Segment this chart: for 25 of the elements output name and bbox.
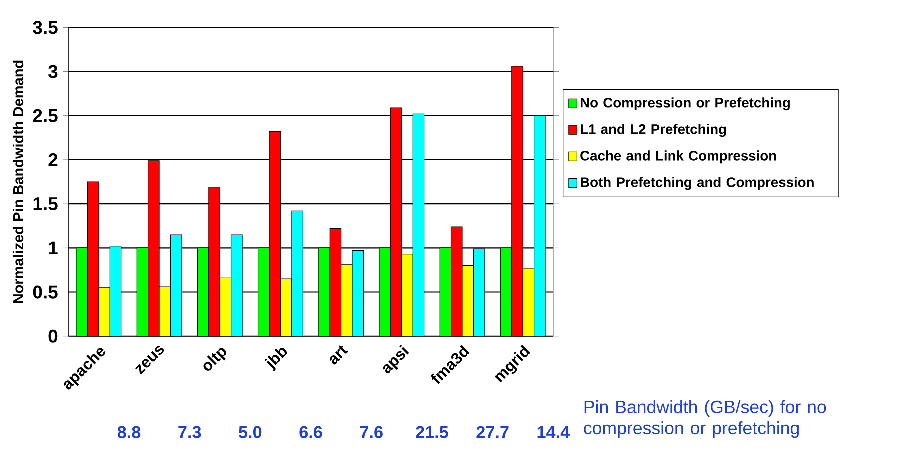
y-tick-label: 2 [48, 153, 58, 166]
text: 27.7 [476, 426, 509, 438]
text: 7.6 [360, 426, 383, 438]
y-tick-label: 1.5 [34, 198, 58, 210]
y-tick-label: 0.5 [33, 286, 58, 299]
text: 7.3 [178, 426, 202, 438]
y-tick-label: 0 [48, 330, 58, 343]
legend-label: No Compression or Prefetching [580, 98, 790, 111]
text: 5.0 [239, 426, 262, 438]
x-tick-label: oltp [204, 348, 227, 371]
text: 14.4 [538, 426, 570, 438]
y-tick-label: 1 [49, 242, 58, 254]
legend-label: L1 and L2 Prefetching [580, 124, 726, 138]
text: 8.8 [118, 426, 141, 438]
text: Pin Bandwidth (GB/sec) for no compression or prefetching [584, 400, 826, 438]
text: 6.6 [300, 426, 322, 438]
x-tick-label: art [330, 346, 348, 365]
y-tick-label: 3 [48, 65, 58, 78]
y-tick-label: 2.5 [33, 109, 58, 122]
text: 21.5 [416, 426, 448, 438]
legend-label: Cache and Link Compression [580, 150, 776, 164]
y-tick-label: 3.5 [33, 21, 58, 34]
x-tick-label: jbb [264, 348, 288, 372]
legend-label: Both Prefetching and Compression [580, 177, 814, 190]
y-axis-title: Normalized Pin Bandwidth Demand [12, 60, 24, 304]
